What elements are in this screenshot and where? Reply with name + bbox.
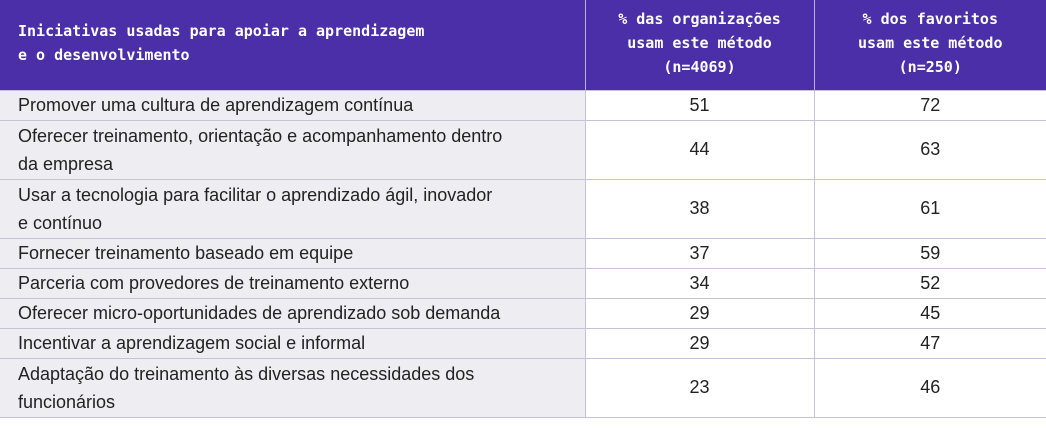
row-label-line2: e contínuo <box>18 212 103 233</box>
row-fav-value: 45 <box>814 297 1046 328</box>
row-label: Oferecer treinamento, orientação e acomp… <box>0 119 586 179</box>
row-fav-value: 72 <box>814 89 1046 120</box>
row-label: Usar a tecnologia para facilitar o apren… <box>0 178 586 238</box>
row-fav-value: 59 <box>814 237 1046 268</box>
table-row: Oferecer micro-oportunidades de aprendiz… <box>0 297 1046 328</box>
row-label: Incentivar a aprendizagem social e infor… <box>0 327 586 358</box>
table-row: Promover uma cultura de aprendizagem con… <box>0 89 1046 120</box>
header-favorites-line1: % dos favoritos <box>862 10 998 28</box>
row-label-line1: Incentivar a aprendizagem social e infor… <box>18 333 366 353</box>
row-org-value: 51 <box>585 89 815 120</box>
table-header: Iniciativas usadas para apoiar a aprendi… <box>0 0 1046 90</box>
table-body: Promover uma cultura de aprendizagem con… <box>0 89 1046 418</box>
row-label-line1: Oferecer treinamento, orientação e acomp… <box>18 125 503 146</box>
row-label-line1: Parceria com provedores de treinamento e… <box>18 273 410 293</box>
header-initiatives: Iniciativas usadas para apoiar a aprendi… <box>0 0 586 90</box>
header-favorites-line3: (n=250) <box>898 58 962 76</box>
row-label-line2: da empresa <box>18 153 114 174</box>
row-label-line1: Adaptação do treinamento às diversas nec… <box>18 363 475 384</box>
table-row: Usar a tecnologia para facilitar o apren… <box>0 178 1046 238</box>
header-organizations: % das organizações usam este método (n=4… <box>585 0 815 90</box>
row-label-line1: Fornecer treinamento baseado em equipe <box>18 243 354 263</box>
row-label-line1: Usar a tecnologia para facilitar o apren… <box>18 184 493 205</box>
row-fav-value: 52 <box>814 267 1046 298</box>
header-organizations-line2: usam este método <box>627 34 772 52</box>
row-label: Oferecer micro-oportunidades de aprendiz… <box>0 297 586 328</box>
row-org-value: 44 <box>585 119 815 179</box>
header-organizations-line1: % das organizações <box>618 10 781 28</box>
row-label-line1: Promover uma cultura de aprendizagem con… <box>18 95 414 115</box>
row-label-line2: funcionários <box>18 391 116 412</box>
header-organizations-line3: (n=4069) <box>663 58 736 76</box>
header-favorites-line2: usam este método <box>858 34 1003 52</box>
row-fav-value: 47 <box>814 327 1046 358</box>
row-org-value: 34 <box>585 267 815 298</box>
row-label: Fornecer treinamento baseado em equipe <box>0 237 586 268</box>
row-fav-value: 46 <box>814 357 1046 418</box>
header-favorites: % dos favoritos usam este método (n=250) <box>814 0 1046 90</box>
table-row: Fornecer treinamento baseado em equipe 3… <box>0 237 1046 268</box>
row-org-value: 38 <box>585 178 815 238</box>
table-row: Incentivar a aprendizagem social e infor… <box>0 327 1046 358</box>
row-org-value: 37 <box>585 237 815 268</box>
header-initiatives-line2: e o desenvolvimento <box>18 46 190 64</box>
header-initiatives-line1: Iniciativas usadas para apoiar a aprendi… <box>18 22 425 40</box>
table-row: Oferecer treinamento, orientação e acomp… <box>0 119 1046 179</box>
table-row: Parceria com provedores de treinamento e… <box>0 267 1046 298</box>
row-org-value: 23 <box>585 357 815 418</box>
row-label: Adaptação do treinamento às diversas nec… <box>0 357 586 418</box>
row-label: Parceria com provedores de treinamento e… <box>0 267 586 298</box>
row-label: Promover uma cultura de aprendizagem con… <box>0 89 586 120</box>
row-org-value: 29 <box>585 327 815 358</box>
table-row: Adaptação do treinamento às diversas nec… <box>0 357 1046 418</box>
row-fav-value: 63 <box>814 119 1046 179</box>
row-label-line1: Oferecer micro-oportunidades de aprendiz… <box>18 303 501 323</box>
row-fav-value: 61 <box>814 178 1046 238</box>
row-org-value: 29 <box>585 297 815 328</box>
initiatives-table: Iniciativas usadas para apoiar a aprendi… <box>0 0 1046 418</box>
